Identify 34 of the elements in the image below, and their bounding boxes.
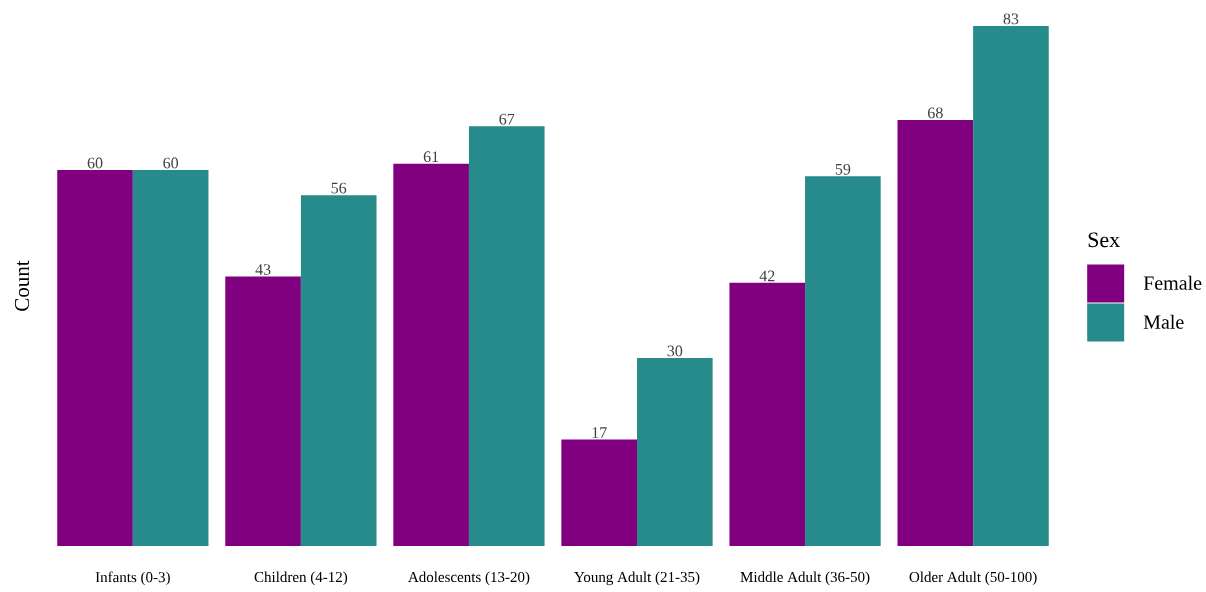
legend-label: Male — [1143, 314, 1184, 329]
x-tick-label: Young Adult (21-35) — [574, 571, 700, 586]
x-tick-label: Middle Adult (36-50) — [740, 571, 870, 586]
data-label: 17 — [592, 427, 607, 438]
bar — [973, 25, 1049, 546]
data-label: 68 — [928, 107, 943, 119]
data-label: 42 — [759, 270, 775, 282]
data-label: 59 — [835, 163, 851, 175]
data-label: 60 — [87, 157, 103, 169]
x-tick-label: Adolescents (13-20) — [408, 571, 530, 586]
data-label: 67 — [499, 113, 515, 125]
bar — [57, 170, 133, 546]
x-tick-label: Older Adult (50-100) — [909, 571, 1037, 586]
data-label: 83 — [1003, 13, 1019, 25]
bar — [729, 282, 806, 546]
data-label: 61 — [423, 151, 439, 163]
legend-label: Female — [1143, 275, 1202, 290]
bar — [468, 126, 545, 546]
x-tick-label: Infants (0-3) — [95, 571, 170, 586]
bar — [805, 176, 881, 546]
legend-title: Sex — [1088, 232, 1120, 248]
data-label: 43 — [255, 264, 271, 275]
bar — [637, 358, 713, 546]
bar — [393, 163, 469, 546]
bar — [225, 276, 301, 546]
data-label: 60 — [163, 157, 179, 169]
bar — [300, 195, 377, 546]
bar — [561, 439, 638, 546]
data-label: 56 — [331, 182, 347, 194]
data-label: 30 — [667, 345, 683, 357]
bar — [132, 170, 209, 546]
bar — [897, 119, 974, 546]
x-tick-label: Children (4-12) — [254, 571, 348, 586]
y-axis-title: Count — [14, 260, 30, 311]
